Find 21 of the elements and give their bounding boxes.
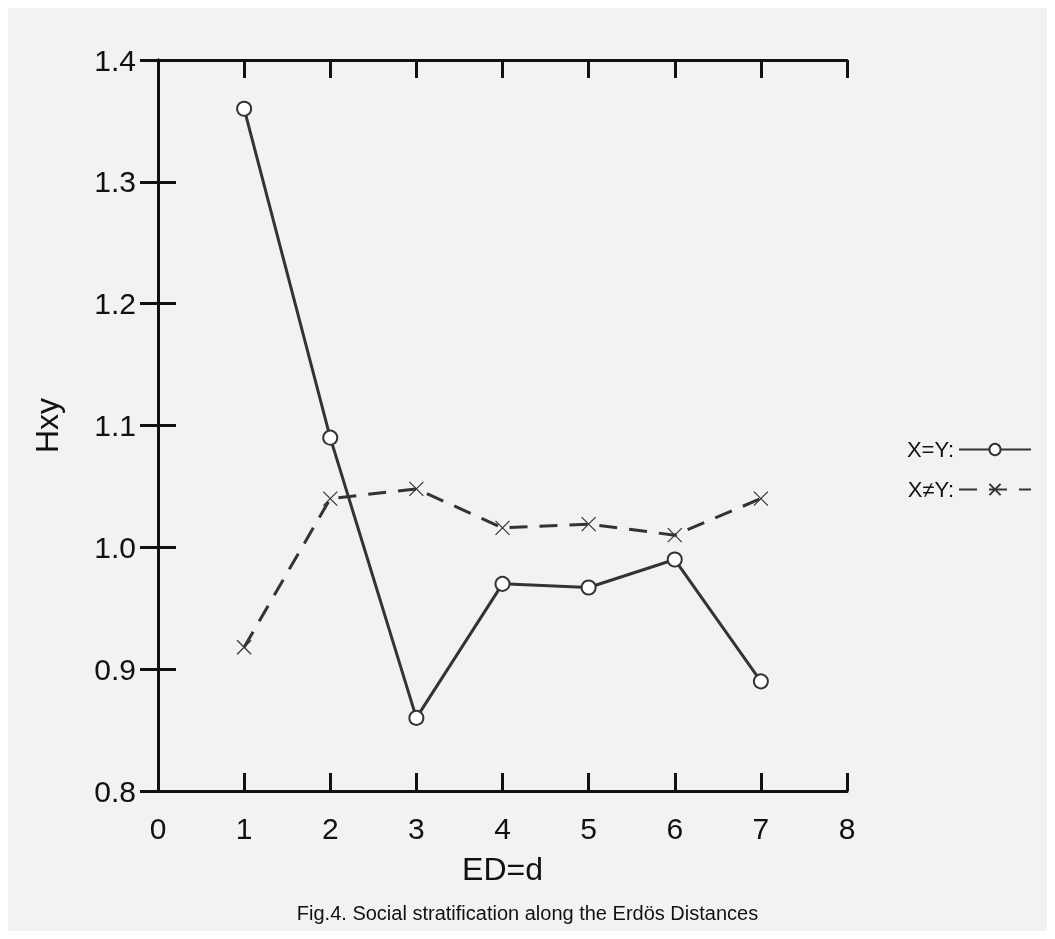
- x-tick-label: 8: [838, 811, 856, 845]
- y-tick-label: 1.0: [94, 530, 136, 564]
- x-tick-label: 7: [752, 811, 770, 845]
- y-tick-label: 1.2: [94, 287, 136, 321]
- x-tick-label: 1: [235, 811, 253, 845]
- caption: Fig.4. Social stratification along the Erdös Distances: [296, 902, 759, 924]
- x-tick-label: 0: [149, 811, 167, 845]
- y-tick-label: 0.8: [94, 774, 136, 808]
- y-axis-title: Hxy: [29, 397, 65, 454]
- x-tick-label: 6: [666, 811, 684, 845]
- x-tick-label: 3: [408, 811, 425, 845]
- y-tick-label: 1.4: [94, 43, 136, 77]
- y-tick-label: 1.1: [94, 409, 136, 442]
- x-tick-label: 4: [494, 811, 511, 845]
- x-tick-label: 5: [580, 811, 597, 845]
- legend-label: X=Y:: [906, 437, 954, 462]
- y-tick-label: 1.3: [94, 165, 136, 199]
- x-tick-label: 2: [321, 811, 339, 845]
- y-tick-label: 0.9: [94, 652, 136, 686]
- legend-label: X≠Y:: [907, 477, 954, 502]
- x-axis-title: ED=d: [462, 851, 543, 887]
